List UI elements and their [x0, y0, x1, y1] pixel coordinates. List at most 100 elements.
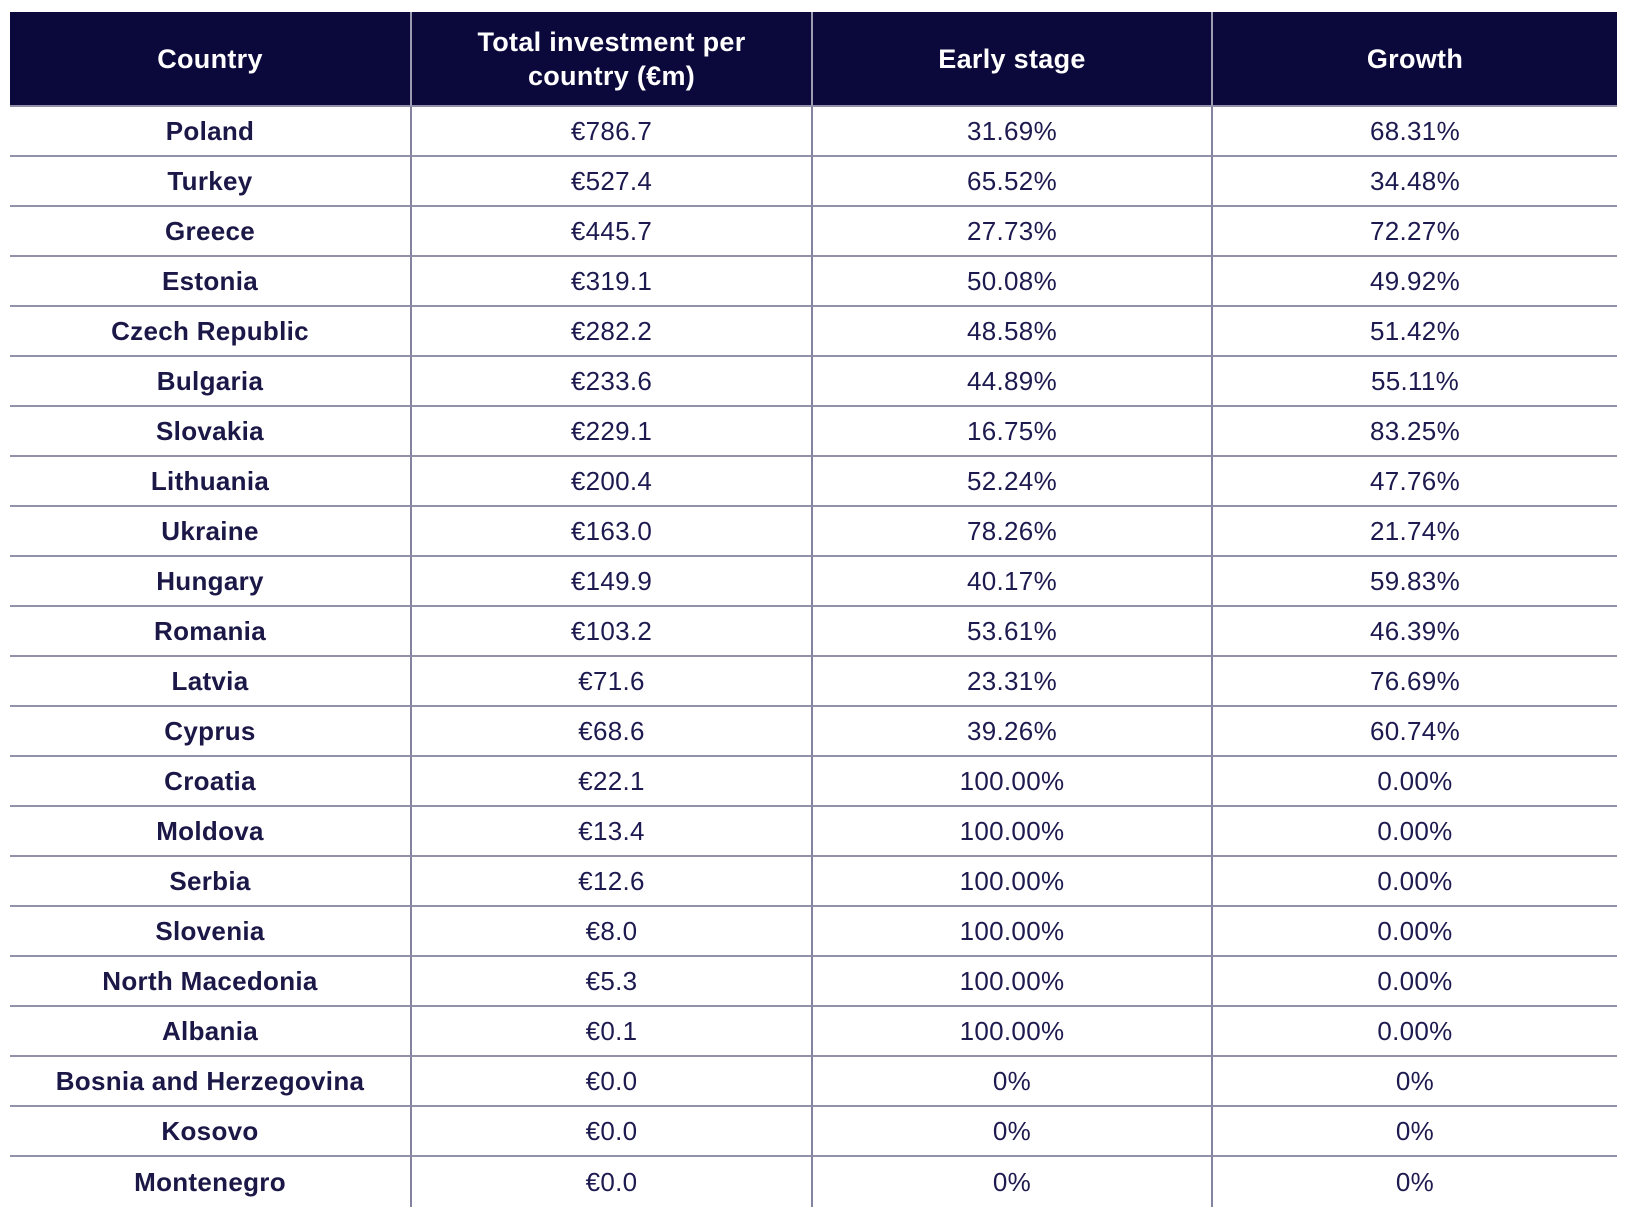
total-investment-cell: €5.3 [412, 957, 813, 1007]
growth-cell: 0% [1213, 1057, 1617, 1107]
country-cell: Bulgaria [10, 357, 412, 407]
total-investment-cell: €0.1 [412, 1007, 813, 1057]
early-stage-cell: 39.26% [813, 707, 1213, 757]
column-header-early-stage: Early stage [813, 12, 1213, 107]
table-row: Bulgaria €233.6 44.89% 55.11% [10, 357, 1617, 407]
table-row: Croatia €22.1 100.00% 0.00% [10, 757, 1617, 807]
country-cell: Slovenia [10, 907, 412, 957]
total-investment-cell: €103.2 [412, 607, 813, 657]
total-investment-cell: €319.1 [412, 257, 813, 307]
country-cell: Serbia [10, 857, 412, 907]
growth-cell: 21.74% [1213, 507, 1617, 557]
table-row: Poland €786.7 31.69% 68.31% [10, 107, 1617, 157]
early-stage-cell: 27.73% [813, 207, 1213, 257]
table-row: Latvia €71.6 23.31% 76.69% [10, 657, 1617, 707]
table-row: North Macedonia €5.3 100.00% 0.00% [10, 957, 1617, 1007]
total-investment-cell: €22.1 [412, 757, 813, 807]
growth-cell: 55.11% [1213, 357, 1617, 407]
early-stage-cell: 40.17% [813, 557, 1213, 607]
early-stage-cell: 65.52% [813, 157, 1213, 207]
country-cell: Ukraine [10, 507, 412, 557]
table-header-row: Country Total investment per country (€m… [10, 12, 1617, 107]
column-header-total-investment: Total investment per country (€m) [412, 12, 813, 107]
table-row: Slovakia €229.1 16.75% 83.25% [10, 407, 1617, 457]
total-investment-cell: €786.7 [412, 107, 813, 157]
table-row: Romania €103.2 53.61% 46.39% [10, 607, 1617, 657]
country-cell: Poland [10, 107, 412, 157]
growth-cell: 46.39% [1213, 607, 1617, 657]
total-investment-cell: €233.6 [412, 357, 813, 407]
total-investment-cell: €12.6 [412, 857, 813, 907]
country-cell: Romania [10, 607, 412, 657]
column-header-growth: Growth [1213, 12, 1617, 107]
early-stage-cell: 53.61% [813, 607, 1213, 657]
table-row: Estonia €319.1 50.08% 49.92% [10, 257, 1617, 307]
growth-cell: 0.00% [1213, 957, 1617, 1007]
early-stage-cell: 0% [813, 1157, 1213, 1207]
total-investment-cell: €229.1 [412, 407, 813, 457]
growth-cell: 49.92% [1213, 257, 1617, 307]
early-stage-cell: 100.00% [813, 807, 1213, 857]
growth-cell: 0.00% [1213, 857, 1617, 907]
growth-cell: 34.48% [1213, 157, 1617, 207]
table-row: Moldova €13.4 100.00% 0.00% [10, 807, 1617, 857]
growth-cell: 72.27% [1213, 207, 1617, 257]
growth-cell: 68.31% [1213, 107, 1617, 157]
total-investment-cell: €71.6 [412, 657, 813, 707]
early-stage-cell: 16.75% [813, 407, 1213, 457]
country-cell: Bosnia and Herzegovina [10, 1057, 412, 1107]
table-row: Slovenia €8.0 100.00% 0.00% [10, 907, 1617, 957]
table-row: Lithuania €200.4 52.24% 47.76% [10, 457, 1617, 507]
early-stage-cell: 0% [813, 1057, 1213, 1107]
early-stage-cell: 100.00% [813, 857, 1213, 907]
early-stage-cell: 52.24% [813, 457, 1213, 507]
growth-cell: 51.42% [1213, 307, 1617, 357]
early-stage-cell: 100.00% [813, 757, 1213, 807]
table-row: Bosnia and Herzegovina €0.0 0% 0% [10, 1057, 1617, 1107]
early-stage-cell: 78.26% [813, 507, 1213, 557]
early-stage-cell: 0% [813, 1107, 1213, 1157]
total-investment-cell: €0.0 [412, 1157, 813, 1207]
table-row: Turkey €527.4 65.52% 34.48% [10, 157, 1617, 207]
country-cell: Czech Republic [10, 307, 412, 357]
growth-cell: 0.00% [1213, 757, 1617, 807]
table-body: Poland €786.7 31.69% 68.31% Turkey €527.… [10, 107, 1617, 1207]
early-stage-cell: 31.69% [813, 107, 1213, 157]
growth-cell: 59.83% [1213, 557, 1617, 607]
total-investment-cell: €0.0 [412, 1107, 813, 1157]
country-cell: Slovakia [10, 407, 412, 457]
country-cell: Croatia [10, 757, 412, 807]
table-row: Kosovo €0.0 0% 0% [10, 1107, 1617, 1157]
country-cell: Estonia [10, 257, 412, 307]
early-stage-cell: 50.08% [813, 257, 1213, 307]
total-investment-cell: €200.4 [412, 457, 813, 507]
country-cell: Moldova [10, 807, 412, 857]
total-investment-cell: €13.4 [412, 807, 813, 857]
country-cell: Lithuania [10, 457, 412, 507]
growth-cell: 0.00% [1213, 1007, 1617, 1057]
country-cell: Hungary [10, 557, 412, 607]
country-cell: Greece [10, 207, 412, 257]
table-row: Ukraine €163.0 78.26% 21.74% [10, 507, 1617, 557]
column-header-country: Country [10, 12, 412, 107]
country-cell: North Macedonia [10, 957, 412, 1007]
country-cell: Albania [10, 1007, 412, 1057]
early-stage-cell: 23.31% [813, 657, 1213, 707]
table-row: Greece €445.7 27.73% 72.27% [10, 207, 1617, 257]
country-cell: Cyprus [10, 707, 412, 757]
early-stage-cell: 44.89% [813, 357, 1213, 407]
growth-cell: 76.69% [1213, 657, 1617, 707]
total-investment-cell: €68.6 [412, 707, 813, 757]
total-investment-cell: €0.0 [412, 1057, 813, 1107]
total-investment-cell: €527.4 [412, 157, 813, 207]
total-investment-cell: €163.0 [412, 507, 813, 557]
total-investment-cell: €149.9 [412, 557, 813, 607]
country-cell: Montenegro [10, 1157, 412, 1207]
country-cell: Latvia [10, 657, 412, 707]
growth-cell: 0.00% [1213, 907, 1617, 957]
country-cell: Turkey [10, 157, 412, 207]
early-stage-cell: 100.00% [813, 957, 1213, 1007]
growth-cell: 83.25% [1213, 407, 1617, 457]
table-row: Albania €0.1 100.00% 0.00% [10, 1007, 1617, 1057]
early-stage-cell: 100.00% [813, 907, 1213, 957]
